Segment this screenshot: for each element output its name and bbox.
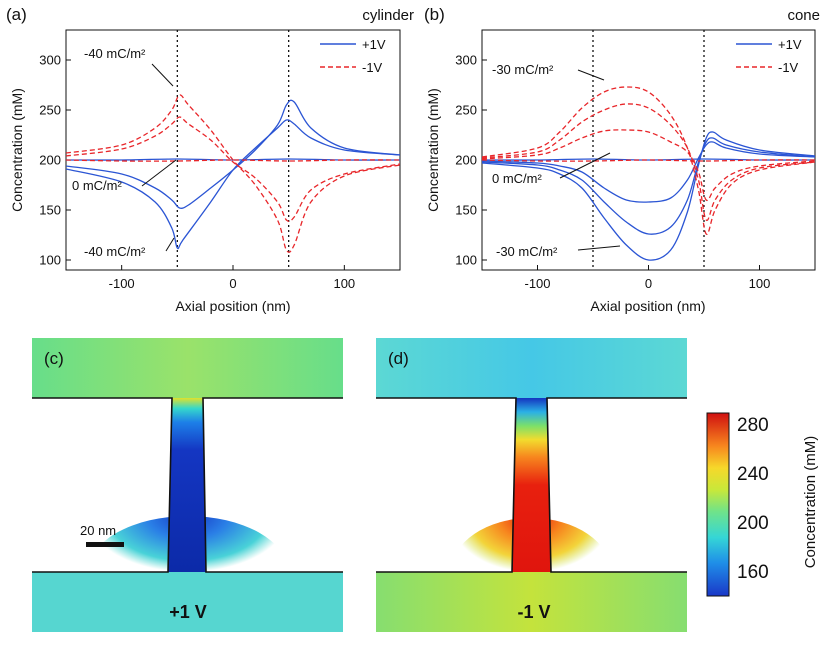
panel-d-heatmap: (d) -1 V [376,336,687,632]
y-tick-label-b-1: 150 [455,203,477,218]
panel-label-d: (d) [388,349,409,368]
y-axis-label-a: Concentration (mM) [9,88,25,212]
colorbar-tick-280: 280 [737,415,769,436]
annotation-leader-a-mid [141,159,177,187]
panel-label-c: (c) [44,349,64,368]
x-tick-label-a-2: 100 [333,276,355,291]
x-tick-label-b-1: 0 [645,276,652,291]
pore-wall-left-c [32,397,173,573]
x-axis-label-b: Axial position (nm) [590,298,705,314]
annotation-leader-a-bottom [165,237,175,252]
annotation-leader-b-mid [559,152,611,179]
legend-label-minus-a: -1V [362,60,383,75]
panel-label-b: (b) [424,5,445,24]
y-tick-label-a-3: 250 [39,103,61,118]
series-a [66,94,400,254]
panel-b: (b) cone -100 0 100 100 150 200 250 300 Axial p… [424,5,820,314]
legend-label-plus-a: +1V [362,37,386,52]
pore-wall-right-c [202,397,343,573]
colorbar-gradient [706,412,730,597]
pore-c [168,398,206,572]
y-axis-label-b: Concentration (mM) [425,88,441,212]
colorbar-tick-200: 200 [737,513,769,534]
series-line-a-4 [66,116,400,223]
x-tick-label-b-2: 100 [749,276,771,291]
annotation-leader-a-top [151,63,174,87]
y-tick-label-a-0: 100 [39,253,61,268]
legend-label-plus-b: +1V [778,37,802,52]
series-line-b-1 [482,137,815,235]
colorbar-tick-160: 160 [737,562,769,583]
annotation-leader-b-bottom [577,245,621,251]
x-tick-label-a-1: 0 [229,276,236,291]
annotation-b-mid: 0 mC/m² [492,171,543,186]
annotation-a-mid: 0 mC/m² [72,178,123,193]
vlines-a [176,30,290,270]
x-axis-label-a: Axial position (nm) [175,298,290,314]
series-line-b-2 [482,141,815,203]
colorbar-label: Concentration (mM) [802,436,819,569]
voltage-label-d: -1 V [517,602,550,622]
x-tick-label-b-0: -100 [524,276,550,291]
voltage-label-c: +1 V [169,602,207,622]
annotation-leader-b-top [577,69,605,81]
series-line-b-3 [482,158,815,161]
y-tick-label-b-2: 200 [455,153,477,168]
pore-wall-right-d [546,397,687,573]
y-tick-label-b-4: 300 [455,53,477,68]
y-tick-label-a-2: 200 [39,153,61,168]
colorbar-tick-240: 240 [737,464,769,485]
panel-a: (a) cylinder -100 0 100 100 150 200 250 300 Axi… [6,5,414,314]
annotation-a-bottom: -40 mC/m² [84,244,146,259]
colorbar: 280 240 200 160 Concentration (mM) [706,412,819,597]
series-line-a-3 [66,94,400,254]
series-line-b-0 [482,131,815,261]
scale-bar [86,542,124,547]
x-tick-label-a-0: -100 [109,276,135,291]
y-tick-label-a-4: 300 [39,53,61,68]
series-line-a-1 [66,119,400,250]
series-line-b-6 [482,129,815,202]
y-tick-label-a-1: 150 [39,203,61,218]
y-tick-label-b-0: 100 [455,253,477,268]
annotation-b-bottom: -30 mC/m² [496,244,558,259]
ticks-b: -100 0 100 100 150 200 250 300 [455,53,770,292]
y-tick-label-b-3: 250 [455,103,477,118]
series-line-b-5 [482,103,815,222]
panel-label-a: (a) [6,5,27,24]
scale-bar-label: 20 nm [80,523,116,538]
vlines-b [592,30,705,270]
legend-label-minus-b: -1V [778,60,799,75]
annotation-b-top: -30 mC/m² [492,62,554,77]
chart-title-a: cylinder [362,7,414,24]
series-line-b-4 [482,86,815,235]
ticks-a: -100 0 100 100 150 200 250 300 [39,53,355,292]
pore-wall-left-d [376,397,517,573]
panel-c-heatmap: (c) 20 nm +1 V [32,338,343,632]
pore-d [512,398,551,572]
chart-title-b: cone [787,7,820,24]
annotation-a-top: -40 mC/m² [84,46,146,61]
series-b [482,86,815,261]
